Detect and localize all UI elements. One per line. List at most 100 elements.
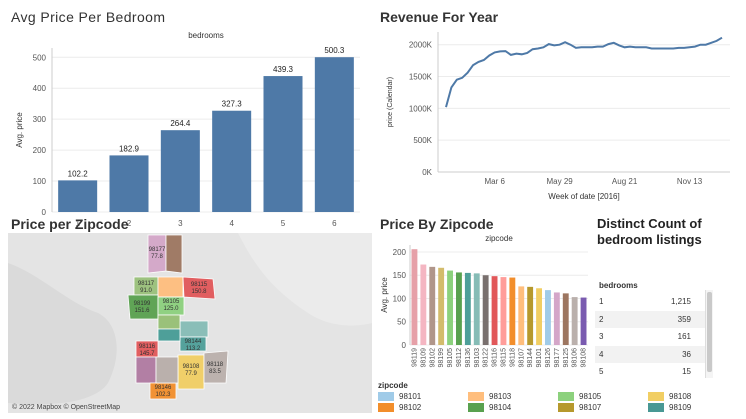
zip-region: [182, 276, 216, 300]
region-value-label: 150.8: [191, 289, 207, 295]
legend-label: 98108: [669, 392, 692, 401]
bedroom-bar-chart[interactable]: bedrooms 0 100 200 300 400 500 Avg. price 102.2 1…: [6, 26, 366, 226]
bar: [456, 272, 462, 345]
legend-item[interactable]: 98108: [648, 392, 738, 401]
legend-swatch: [648, 403, 664, 412]
legend-title: zipcode: [378, 381, 408, 390]
zip-region: [157, 276, 184, 298]
y-tick-label: 100: [393, 294, 407, 303]
legend-item[interactable]: 98105: [558, 392, 648, 401]
region-zip-label: 98105: [163, 299, 180, 305]
map-canvas[interactable]: 9817777.89811791.09810398115150.89819915…: [8, 233, 372, 413]
row-count: 15: [682, 367, 691, 377]
y-tick-label: 2000K: [409, 41, 433, 50]
chart-header: zipcode: [485, 234, 513, 243]
legend-item[interactable]: 98109: [648, 403, 738, 412]
water-body-west: [8, 263, 117, 405]
bar: [212, 110, 252, 212]
zipcode-legend: zipcode 98101 98103 98105 98108 98102 98104 98…: [378, 381, 746, 419]
data-label: 264.4: [170, 119, 191, 128]
scrollbar-thumb[interactable]: [707, 292, 712, 372]
legend-item[interactable]: 98102: [378, 403, 468, 412]
bar: [509, 277, 516, 345]
bar: [58, 180, 98, 212]
bar: [518, 286, 525, 345]
zip-region: [179, 320, 209, 338]
row-bedrooms: 3: [599, 332, 604, 342]
x-tick-label: 98119: [411, 348, 418, 367]
y-tick-label: 500: [33, 53, 47, 62]
legend-item[interactable]: 98107: [558, 403, 648, 412]
x-tick-label: 98136: [465, 348, 472, 368]
legend-item[interactable]: 98104: [468, 403, 558, 412]
row-count: 161: [677, 332, 691, 342]
legend-swatch: [558, 392, 574, 401]
x-tick-label: 98102: [429, 348, 436, 368]
x-tick-label: 98103: [474, 348, 481, 368]
bar: [580, 297, 587, 345]
row-bedrooms: 1: [599, 297, 604, 307]
revenue-line-chart[interactable]: 0K 500K 1000K 1500K 2000K price (Calendar) Mar…: [380, 26, 740, 216]
region-zip-label: 98177: [149, 247, 166, 253]
x-tick-label: 98144: [527, 348, 534, 368]
row-bedrooms: 2: [599, 314, 604, 324]
legend-item[interactable]: 98103: [468, 392, 558, 401]
region-value-label: 102.3: [155, 392, 171, 398]
map-credit: © 2022 Mapbox © OpenStreetMap: [12, 404, 120, 411]
x-tick-label: 98118: [509, 348, 516, 367]
data-label: 327.3: [222, 100, 243, 109]
y-tick-label: 0: [402, 341, 407, 350]
x-tick-label: Mar 6: [484, 177, 505, 186]
zip-map-title: Price per Zipcode: [11, 216, 129, 232]
legend-swatch: [648, 392, 664, 401]
region-zip-label: 98116: [139, 344, 156, 350]
legend-label: 98103: [489, 392, 512, 401]
table-row[interactable]: 4 36: [595, 345, 713, 363]
x-tick-label: 98101: [536, 348, 543, 368]
bar: [500, 277, 507, 345]
table-row[interactable]: 1 1,215: [595, 293, 713, 311]
x-tick-label: 6: [332, 219, 337, 226]
x-tick-label: 98106: [572, 348, 579, 368]
bar: [571, 297, 578, 345]
bar: [263, 76, 303, 212]
bar: [109, 155, 149, 212]
x-tick-label: 98116: [492, 348, 499, 367]
x-tick-label: 4: [229, 219, 234, 226]
legend-label: 98104: [489, 403, 512, 412]
y-tick-label: 300: [33, 115, 47, 124]
x-tick-label: 98108: [581, 348, 588, 368]
region-zip-label: 98115: [191, 282, 208, 288]
table-row[interactable]: 3 161: [595, 328, 713, 346]
legend-swatch: [468, 403, 484, 412]
x-tick-label: 3: [178, 219, 183, 226]
x-tick-label: 1: [75, 219, 80, 226]
distinct-count-title: Distinct Count of bedroom listings: [597, 216, 702, 247]
region-value-label: 145.7: [139, 351, 155, 357]
x-tick-label: 98125: [563, 348, 570, 368]
zipcode-map[interactable]: 9817777.89811791.09810398115150.89819915…: [8, 233, 372, 413]
zip-region: [135, 356, 157, 384]
table-scrollbar[interactable]: [705, 290, 713, 378]
x-tick-label: Aug 21: [612, 177, 638, 186]
table-row[interactable]: 5 15: [595, 363, 713, 379]
land-east: [238, 233, 372, 326]
revenue-title: Revenue For Year: [380, 9, 499, 25]
x-axis-label: Week of date [2016]: [548, 192, 619, 201]
region-value-label: 113.2: [186, 346, 201, 352]
table-row[interactable]: 2 359: [595, 310, 713, 328]
x-tick-label: 98109: [420, 348, 427, 368]
x-tick-label: 98126: [545, 348, 552, 368]
bar: [562, 293, 569, 345]
zip-regions: 9817777.89811791.09810398115150.89819915…: [127, 234, 229, 400]
bar: [411, 249, 418, 345]
legend-label: 98101: [399, 392, 422, 401]
zip-region: [157, 328, 181, 342]
x-tick-label: 98105: [447, 348, 454, 368]
x-tick-label: 2: [127, 219, 132, 226]
data-label: 500.3: [324, 46, 345, 55]
x-tick-label: May 29: [547, 177, 574, 186]
region-zip-label: 98146: [155, 385, 172, 391]
legend-item[interactable]: 98101: [378, 392, 468, 401]
